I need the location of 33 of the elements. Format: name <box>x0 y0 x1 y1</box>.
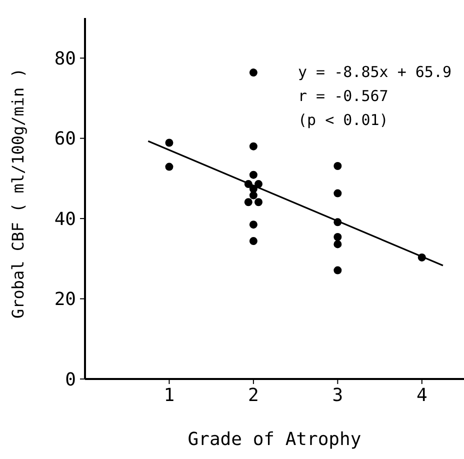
annotation: y = -8.85x + 65.9 <box>298 62 452 83</box>
point <box>249 191 258 200</box>
annotation: r = -0.567 <box>298 86 390 107</box>
point <box>334 189 342 198</box>
y-axis-title: Grobal CBF ( ml/100g/min ) <box>8 68 28 318</box>
y-tick-label: 60 <box>54 128 76 150</box>
x-tick-label: 3 <box>332 384 344 406</box>
point <box>254 180 262 188</box>
point <box>249 220 258 229</box>
x-tick-label: 2 <box>248 384 259 406</box>
y-tick-label: 80 <box>54 48 76 70</box>
point <box>334 233 342 242</box>
point <box>249 170 258 179</box>
point <box>244 180 252 188</box>
point <box>254 198 262 206</box>
point <box>334 162 342 170</box>
x-axis-title: Grade of Atrophy <box>188 429 362 450</box>
point <box>334 266 342 274</box>
point <box>244 198 252 206</box>
y-tick-label: 40 <box>54 208 76 230</box>
annotation: (p < 0.01) <box>298 110 390 131</box>
point <box>165 138 174 147</box>
point <box>249 68 258 77</box>
x-tick-label: 1 <box>164 384 175 406</box>
point <box>249 142 258 150</box>
y-tick-label: 20 <box>54 289 76 310</box>
x-tick-label: 4 <box>416 384 428 406</box>
point <box>334 240 342 248</box>
point <box>249 237 258 246</box>
y-tick-label: 0 <box>65 369 76 390</box>
point <box>334 218 342 226</box>
point <box>418 253 426 262</box>
point <box>165 162 174 171</box>
